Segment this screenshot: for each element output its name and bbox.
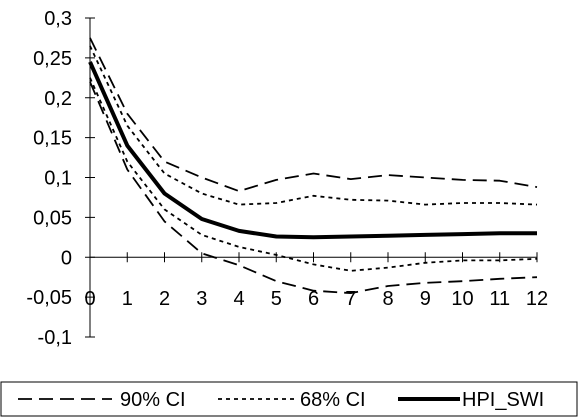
legend-label-hpi-swi: HPI_SWI [462,389,544,411]
series-90-ci-lower-line [89,81,538,294]
x-tick-label: 0 [84,288,95,310]
x-tick-label: 2 [159,288,170,310]
y-tick-label: 0,15 [33,128,72,150]
series-group [88,37,538,294]
x-tick-label: 6 [308,288,319,310]
series-68-ci-lower-line [89,77,538,272]
y-tick-label: 0,1 [44,168,72,190]
x-tick-label: 5 [271,288,282,310]
series-68-ci-upper-line [89,45,538,206]
series-hpi-swi-line [88,61,537,240]
y-tick-label: 0 [61,247,72,269]
x-tick-label: 3 [196,288,207,310]
x-tick-label: 4 [233,288,244,310]
y-tick-label: 0,2 [44,88,72,110]
x-ticks: 0 1 2 3 4 5 6 7 8 9 10 11 12 [84,252,548,310]
x-tick-label: 1 [122,288,133,310]
x-tick-label: 8 [382,288,393,310]
x-tick-label: 12 [526,288,548,310]
legend-label-90ci: 90% CI [120,389,186,411]
y-tick-label: 0,25 [33,48,72,70]
y-tick-label: 0,05 [33,207,72,229]
series-90-ci-upper-line [89,37,538,192]
y-tick-label: -0,05 [26,287,72,309]
y-ticks: -0,1 -0,05 0 0,05 0,1 0,15 0,2 0,25 0,3 [26,8,95,349]
y-tick-label: -0,1 [38,327,72,349]
y-tick-label: 0,3 [44,8,72,30]
legend-box [0,381,578,417]
x-tick-label: 7 [345,288,356,310]
x-tick-label: 10 [451,288,473,310]
legend-label-68ci: 68% CI [300,389,366,411]
x-tick-label: 9 [420,288,431,310]
legend: 90% CI 68% CI HPI_SWI [0,381,578,417]
x-tick-label: 11 [489,288,510,310]
